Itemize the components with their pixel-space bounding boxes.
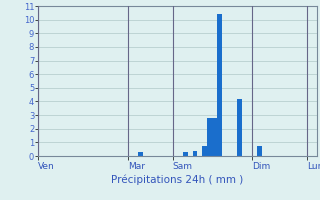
- Bar: [203, 146, 207, 156]
- Bar: [183, 152, 188, 156]
- Bar: [193, 151, 197, 156]
- Bar: [257, 146, 262, 156]
- Bar: [237, 99, 242, 156]
- Bar: [138, 152, 143, 156]
- Bar: [217, 14, 222, 156]
- Bar: [207, 118, 212, 156]
- X-axis label: Précipitations 24h ( mm ): Précipitations 24h ( mm ): [111, 175, 244, 185]
- Bar: [212, 118, 217, 156]
